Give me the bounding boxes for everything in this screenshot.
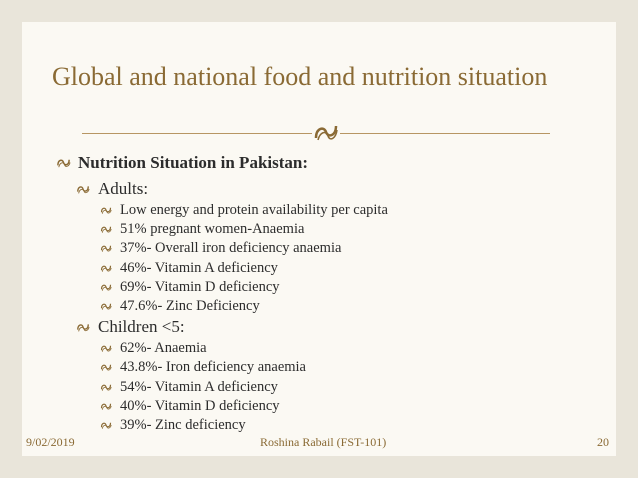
list-item-text: 54%- Vitamin A deficiency — [120, 378, 278, 395]
group-label: Adults: — [76, 179, 148, 201]
list-item: 62%- Anaemia — [100, 340, 207, 359]
curl-bullet-icon — [100, 223, 112, 240]
curl-bullet-icon — [100, 361, 112, 378]
section-heading-text: Nutrition Situation in Pakistan: — [78, 153, 309, 172]
curl-bullet-icon — [100, 300, 112, 317]
list-item-text: 37%- Overall iron deficiency anaemia — [120, 240, 342, 257]
title-divider-left — [82, 133, 312, 134]
curl-bullet-icon — [100, 419, 112, 436]
curl-bullet-icon — [76, 181, 90, 201]
footer-author: Roshina Rabail (FST-101) — [260, 435, 387, 449]
list-item: 69%- Vitamin D deficiency — [100, 279, 280, 298]
list-item-text: 51% pregnant women-Anaemia — [120, 221, 305, 238]
list-item-text: 39%- Zinc deficiency — [120, 417, 246, 433]
list-item-text: 69%- Vitamin D deficiency — [120, 278, 280, 295]
list-item-text: 46%- Vitamin A deficiency — [120, 259, 278, 276]
list-item: 54%- Vitamin A deficiency — [100, 379, 278, 398]
group-label-text: Adults: — [98, 179, 149, 198]
list-item: 37%- Overall iron deficiency anaemia — [100, 240, 341, 259]
list-item: Low energy and protein availability per … — [100, 202, 388, 221]
list-item-text: 43.8%- Iron deficiency anaemia — [120, 359, 306, 376]
list-item-text: 40%- Vitamin D deficiency — [120, 397, 280, 414]
slide: Global and national food and nutrition s… — [22, 22, 616, 456]
title-divider-right — [340, 133, 550, 134]
scroll-ornament-icon — [314, 125, 338, 141]
curl-bullet-icon — [100, 281, 112, 298]
footer-date: 9/02/2019 — [26, 435, 75, 449]
curl-bullet-icon — [100, 342, 112, 359]
group-label: Children <5: — [76, 317, 185, 339]
group-label-text: Children <5: — [98, 317, 185, 337]
list-item-text: 62%- Anaemia — [120, 340, 207, 357]
curl-bullet-icon — [100, 242, 112, 259]
list-item: 39%- Zinc deficiency — [100, 417, 246, 436]
curl-bullet-icon — [100, 400, 112, 417]
list-item: 46%- Vitamin A deficiency — [100, 260, 278, 279]
list-item-text: Low energy and protein availability per … — [120, 202, 388, 218]
section-heading: Nutrition Situation in Pakistan: — [56, 153, 308, 175]
list-item: 47.6%- Zinc Deficiency — [100, 298, 260, 317]
footer-page-number: 20 — [597, 435, 609, 449]
list-item-text: 47.6%- Zinc Deficiency — [120, 298, 260, 314]
list-item: 51% pregnant women-Anaemia — [100, 221, 304, 240]
curl-bullet-icon — [100, 204, 112, 221]
curl-bullet-icon — [100, 262, 112, 279]
list-item: 40%- Vitamin D deficiency — [100, 398, 280, 417]
curl-bullet-icon — [100, 381, 112, 398]
slide-title: Global and national food and nutrition s… — [52, 62, 548, 91]
list-item: 43.8%- Iron deficiency anaemia — [100, 359, 306, 378]
curl-bullet-icon — [56, 155, 71, 175]
curl-bullet-icon — [76, 319, 90, 339]
